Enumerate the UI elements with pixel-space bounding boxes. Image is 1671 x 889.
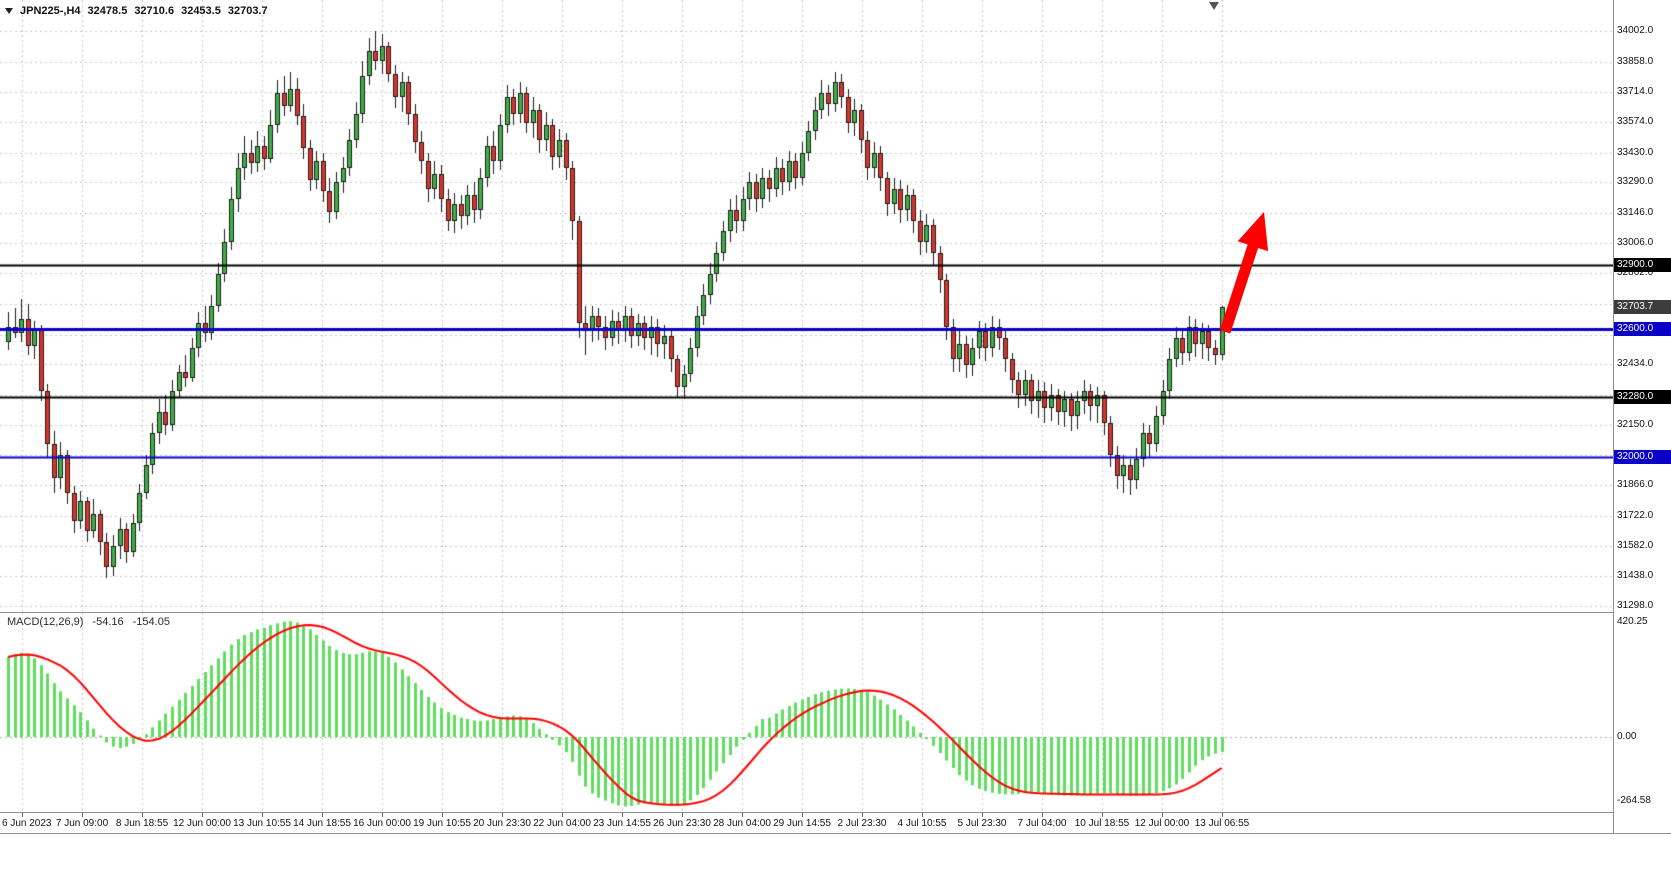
time-axis-tick [382, 813, 383, 817]
time-axis-label: 6 Jun 2023 [2, 818, 52, 829]
time-axis-label: 19 Jun 10:55 [413, 818, 471, 829]
indicator-signal-value: -154.05 [132, 616, 170, 628]
price-tick-label: 32862.0 [1617, 267, 1654, 279]
time-axis-tick [862, 813, 863, 817]
current-price-box: 32703.7 [1614, 300, 1671, 315]
price-tick-label: 33430.0 [1617, 146, 1654, 158]
quote-high: 32710.6 [134, 4, 175, 17]
time-axis[interactable]: 6 Jun 2023 7 Jun 09:00 8 Jun 18:55 12 Jun 0… [0, 813, 1613, 833]
time-axis-label: 8 Jun 18:55 [115, 818, 169, 829]
indicator-value: -54.16 [92, 616, 124, 628]
time-axis-label: 26 Jun 23:30 [653, 818, 711, 829]
time-axis-label: 16 Jun 00:00 [353, 818, 411, 829]
price-tick-label: 33858.0 [1617, 55, 1654, 67]
time-axis-label: 12 Jun 00:00 [173, 818, 231, 829]
time-axis-tick [502, 813, 503, 817]
time-axis-label: 28 Jun 04:00 [713, 818, 771, 829]
level-price-box: 32900.0 [1614, 258, 1671, 273]
time-axis-label: 13 Jun 10:55 [233, 818, 291, 829]
time-axis-tick [142, 813, 143, 817]
price-axis-separator [1613, 0, 1614, 833]
symbol-dropdown-icon[interactable] [5, 7, 13, 14]
time-axis-tick [682, 813, 683, 817]
time-axis-label: 14 Jun 18:55 [293, 818, 351, 829]
time-axis-tick [22, 813, 23, 817]
price-tick-label: 31722.0 [1617, 509, 1654, 521]
arrow-up-icon[interactable] [1210, 207, 1279, 337]
price-tick-label: 32434.0 [1617, 358, 1654, 370]
time-axis-label: 7 Jun 09:00 [55, 818, 109, 829]
macd-scale-min: -264.58 [1617, 795, 1651, 806]
time-axis-label: 2 Jul 23:30 [837, 818, 887, 829]
macd-indicator-canvas[interactable] [0, 613, 1613, 812]
bottom-border [0, 833, 1671, 834]
price-tick-label: 31582.0 [1617, 539, 1654, 551]
time-axis-label: 13 Jul 06:55 [1194, 818, 1250, 829]
price-tick-label: 34002.0 [1617, 25, 1654, 36]
price-tick-label: 33146.0 [1617, 207, 1654, 219]
price-tick-label: 31866.0 [1617, 479, 1654, 491]
time-axis-tick [202, 813, 203, 817]
time-axis-tick [1162, 813, 1163, 817]
price-tick-label: 33714.0 [1617, 86, 1654, 98]
time-axis-label: 5 Jul 23:30 [957, 818, 1007, 829]
time-axis-tick [322, 813, 323, 817]
level-price-box: 32000.0 [1614, 449, 1671, 464]
symbol-title: JPN225-,H4 [20, 4, 81, 17]
macd-scale-max: 420.25 [1617, 616, 1648, 627]
time-axis-tick [982, 813, 983, 817]
time-axis-label: 12 Jul 00:00 [1134, 818, 1190, 829]
price-tick-label: 33006.0 [1617, 236, 1654, 248]
price-tick-label: 33290.0 [1617, 176, 1654, 188]
time-axis-tick [742, 813, 743, 817]
time-axis-label: 4 Jul 10:55 [897, 818, 947, 829]
price-tick-label: 31298.0 [1617, 600, 1654, 611]
time-axis-label: 23 Jun 14:55 [593, 818, 651, 829]
quote-open: 32478.5 [87, 4, 128, 17]
time-axis-label: 7 Jul 04:00 [1017, 818, 1067, 829]
time-axis-tick [1222, 813, 1223, 817]
price-tick-label: 32150.0 [1617, 418, 1654, 430]
time-axis-tick [1042, 813, 1043, 817]
quote-low: 32453.5 [181, 4, 221, 17]
time-axis-tick [262, 813, 263, 817]
time-axis-label: 10 Jul 18:55 [1074, 818, 1130, 829]
trend-arrow-annotation[interactable] [0, 0, 1613, 612]
price-tick-label: 31438.0 [1617, 570, 1654, 582]
time-axis-label: 20 Jun 23:30 [473, 818, 531, 829]
time-axis-tick [82, 813, 83, 817]
level-price-box: 32600.0 [1614, 322, 1671, 337]
indicator-label: MACD(12,26,9) -54.16 -154.05 [7, 616, 170, 628]
time-axis-tick [802, 813, 803, 817]
time-axis-tick [922, 813, 923, 817]
quote-close: 32703.7 [227, 4, 268, 17]
time-axis-label: 22 Jun 04:00 [533, 818, 591, 829]
time-axis-tick [442, 813, 443, 817]
time-axis-label: 29 Jun 14:55 [773, 818, 831, 829]
time-axis-tick [1102, 813, 1103, 817]
time-axis-tick [562, 813, 563, 817]
symbol-info: JPN225-,H4 32478.5 32710.6 32453.5 32703… [5, 4, 268, 17]
time-axis-tick [622, 813, 623, 817]
price-tick-label: 33574.0 [1617, 116, 1654, 127]
price-axis[interactable]: 32900.0 32600.0 32280.0 32000.0 32703.7 … [1614, 0, 1671, 833]
level-price-box: 32280.0 [1614, 390, 1671, 405]
time-axis-separator [0, 812, 1671, 813]
panel-separator[interactable] [0, 612, 1671, 613]
indicator-name: MACD(12,26,9) [7, 616, 84, 628]
chart-shift-marker[interactable] [1209, 2, 1219, 10]
candlestick-chart-canvas[interactable] [0, 0, 1613, 612]
macd-scale-zero: 0.00 [1617, 731, 1637, 742]
